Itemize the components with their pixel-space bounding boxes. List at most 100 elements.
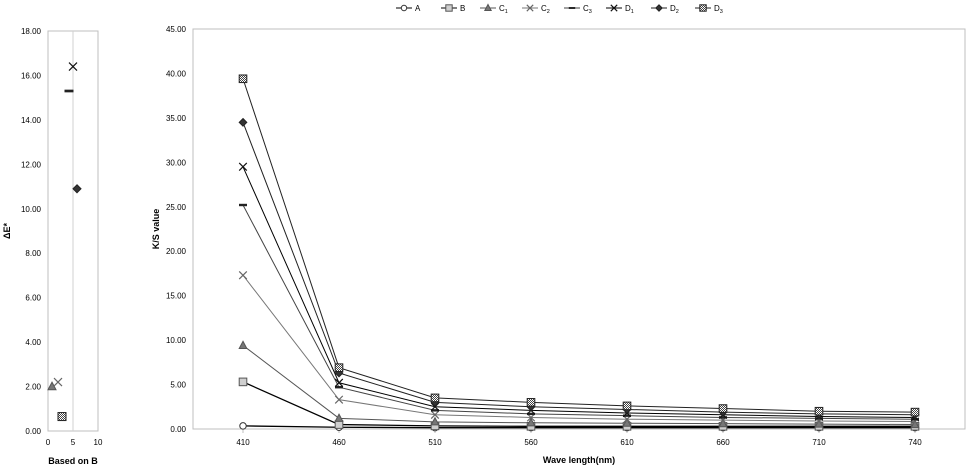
legend-marker-icon [655, 4, 663, 12]
data-point [430, 410, 440, 420]
y-tick-label: 35.00 [166, 114, 187, 123]
plot-area [192, 28, 966, 430]
y-tick-label: 40.00 [166, 69, 187, 78]
y-tick-label: 12.00 [21, 160, 42, 169]
data-point [238, 340, 248, 349]
x-tick-label: 460 [332, 438, 346, 447]
legend-item: D3 [695, 4, 723, 15]
legend-item: D1 [606, 4, 634, 15]
x-axis-title: Based on B [48, 456, 98, 466]
scatter-point [53, 377, 63, 387]
legend-marker-icon [400, 4, 408, 12]
y-tick-label: 15.00 [166, 292, 187, 301]
series-line [242, 425, 915, 429]
legend-label: C3 [583, 4, 592, 15]
legend-label: D3 [714, 4, 723, 15]
data-point [622, 417, 632, 427]
x-axis-title: Wave length(nm) [543, 455, 615, 465]
data-point [334, 378, 344, 388]
y-tick-label: 10.00 [21, 205, 42, 214]
data-point [430, 393, 440, 403]
y-tick-label: 30.00 [166, 158, 187, 167]
x-tick-label: 10 [94, 438, 103, 447]
legend-label: C2 [541, 4, 550, 15]
legend-marker-icon [483, 3, 493, 12]
data-point [527, 412, 535, 416]
scatter-point [57, 412, 67, 422]
y-tick-label: 25.00 [166, 203, 187, 212]
data-point [430, 416, 440, 426]
y-tick-label: 14.00 [21, 116, 42, 125]
delta-e-scatter-chart: 0.00 2.00 4.00 6.00 8.00 10.00 12.00 14.00 16.00… [2, 27, 103, 466]
x-tick-label: 560 [524, 438, 538, 447]
x-tick-label: 740 [908, 438, 922, 447]
y-tick-label: 45.00 [166, 25, 187, 34]
data-point [719, 416, 727, 419]
data-point [526, 398, 536, 407]
data-point [239, 203, 247, 207]
legend-label: B [460, 4, 465, 13]
series-line [242, 345, 916, 426]
y-tick-label: 10.00 [166, 336, 187, 345]
y-tick-label: 2.00 [25, 383, 41, 392]
data-point [910, 407, 920, 417]
legend-label: A [415, 4, 421, 13]
x-tick-label: 5 [71, 438, 76, 447]
y-tick-label: 5.00 [170, 381, 186, 390]
data-point [334, 420, 344, 429]
legend-marker-icon [699, 4, 707, 12]
y-tick-label: 6.00 [25, 294, 41, 303]
legend-marker-icon [526, 4, 534, 12]
y-tick-label: 18.00 [21, 27, 42, 36]
data-point [238, 377, 248, 387]
data-point [238, 74, 248, 84]
ks-value-line-chart: 0.00 5.00 10.00 15.00 20.00 25.00 30.00 35.00 40… [151, 25, 966, 465]
data-point [718, 404, 728, 413]
y-tick-label: 16.00 [21, 71, 42, 80]
x-tick-label: 510 [428, 438, 442, 447]
y-axis-title: ΔE* [2, 223, 12, 239]
legend-label: D1 [625, 4, 634, 15]
data-point [238, 162, 248, 172]
y-tick-label: 0.00 [25, 427, 41, 436]
y-tick-label: 4.00 [25, 338, 41, 347]
legend-item: C1 [480, 3, 508, 15]
series-line [242, 274, 916, 422]
legend-label: C1 [499, 4, 508, 15]
data-point [718, 418, 728, 428]
scatter-point [72, 184, 82, 194]
series-line [242, 166, 916, 418]
series-line [242, 78, 916, 413]
legend-item: C3 [564, 4, 592, 15]
data-point [334, 413, 344, 422]
series-line [242, 122, 916, 416]
legend-item: B [441, 4, 465, 13]
y-axis-title: K/S value [151, 209, 161, 250]
x-tick-label: 0 [46, 438, 51, 447]
x-tick-label: 410 [236, 438, 250, 447]
y-tick-label: 0.00 [170, 425, 186, 434]
data-point [526, 417, 536, 427]
y-tick-label: 20.00 [166, 247, 187, 256]
legend-marker-icon [445, 4, 453, 12]
x-tick-label: 660 [716, 438, 730, 447]
data-point [814, 406, 824, 416]
data-point [238, 270, 248, 280]
data-point [334, 363, 344, 372]
scatter-point [68, 62, 78, 71]
legend: A B C1 C2 C3 D1 D2 D3 [396, 3, 723, 15]
legend-marker-icon [610, 4, 618, 12]
legend-item: D2 [651, 4, 679, 15]
x-tick-label: 610 [620, 438, 634, 447]
legend-marker-icon [568, 7, 576, 9]
y-tick-label: 8.00 [25, 249, 41, 258]
data-point [335, 386, 343, 389]
series-line [242, 204, 916, 420]
legend-item: C2 [522, 4, 550, 15]
legend-item: A [396, 4, 421, 13]
x-tick-label: 710 [812, 438, 826, 447]
data-point [431, 409, 439, 412]
data-point [623, 414, 631, 417]
data-point [238, 117, 248, 127]
